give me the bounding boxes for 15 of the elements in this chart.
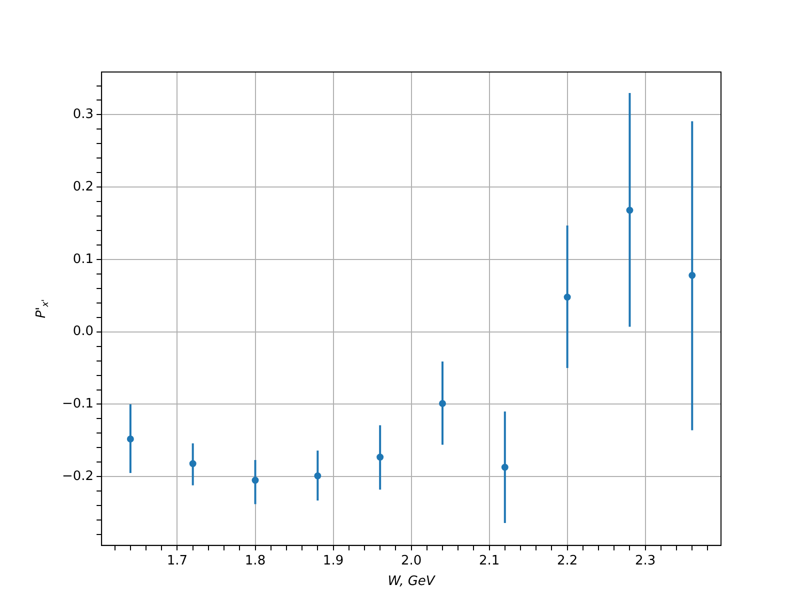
x-tick-label: 1.8 bbox=[244, 554, 266, 569]
y-tick-label: 0.3 bbox=[72, 107, 94, 122]
x-tick-label: 2.3 bbox=[634, 554, 656, 569]
y-tick-label: 0.0 bbox=[72, 324, 94, 340]
x-tick-label: 2.0 bbox=[400, 554, 422, 569]
y-tick-label: 0.2 bbox=[72, 179, 94, 194]
y-tick-label: −0.2 bbox=[62, 469, 94, 484]
y-axis-title: P'x' bbox=[34, 299, 51, 318]
y-tick-label: −0.1 bbox=[62, 396, 94, 412]
x-tick-label: 2.1 bbox=[478, 554, 500, 569]
x-tick-label: 1.9 bbox=[322, 554, 344, 569]
x-axis-title: W, GeV bbox=[388, 574, 436, 589]
x-tick-label: 2.2 bbox=[556, 554, 578, 569]
y-tick-label: 0.1 bbox=[72, 252, 94, 267]
x-tick-label: 1.7 bbox=[166, 554, 188, 569]
